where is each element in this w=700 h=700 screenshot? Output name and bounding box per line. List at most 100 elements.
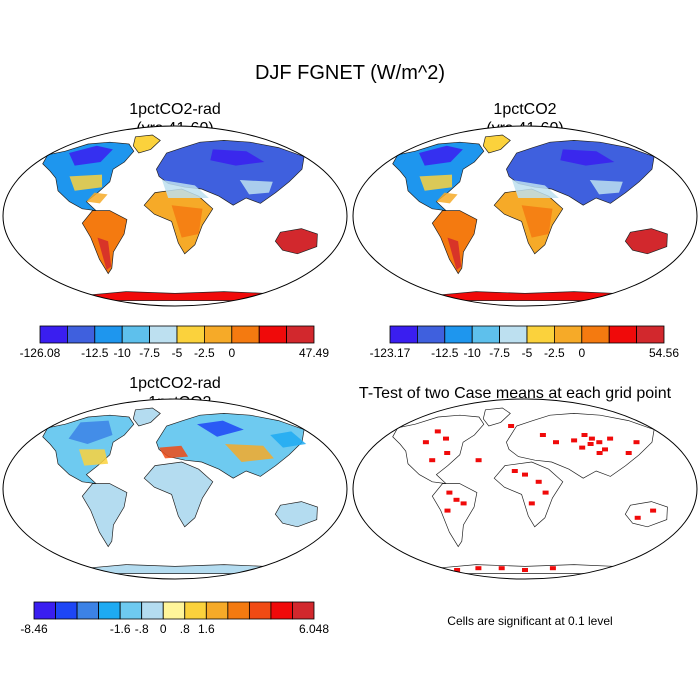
colorbar-swatch: [292, 601, 315, 620]
figure-title: DJF FGNET (W/m^2): [254, 62, 446, 84]
continent-australia: [274, 228, 318, 255]
map-border: [352, 125, 698, 307]
significant-cell: [522, 568, 528, 572]
significant-cell: [475, 458, 482, 463]
colorbar-swatch: [39, 325, 68, 344]
continent-australia: [624, 228, 668, 255]
colorbar-label: .8: [180, 622, 190, 636]
value-region: [210, 149, 265, 166]
significant-cell: [602, 447, 608, 452]
colorbar-label: 0: [578, 346, 585, 360]
significant-cell: [535, 479, 542, 484]
colorbar-swatch: [205, 601, 229, 620]
colorbar-swatch: [149, 325, 178, 344]
map-border: [2, 398, 348, 580]
colorbar-swatch: [184, 601, 207, 620]
colorbar-label: 54.56: [649, 346, 679, 360]
value-region: [419, 174, 453, 191]
significant-cell: [446, 490, 453, 495]
significant-cell: [581, 433, 588, 437]
colorbar-swatch: [231, 325, 260, 344]
colorbar-label: -10: [464, 346, 482, 360]
colorbar-label: 0: [160, 622, 167, 636]
map-1pctco2: [352, 125, 698, 307]
significant-cell: [528, 501, 535, 506]
value-region: [225, 444, 274, 462]
colorbar-swatch: [286, 325, 315, 344]
continent-australia: [624, 501, 668, 528]
colorbar-swatch: [416, 325, 446, 344]
value-region: [69, 174, 103, 191]
colorbar-label: -123.17: [370, 346, 411, 360]
colorbar-swatch: [581, 325, 610, 344]
significant-cell: [650, 508, 657, 513]
continent-africa: [493, 461, 564, 528]
value-region: [589, 180, 623, 195]
value-region: [79, 449, 109, 466]
colorbar-label: -5: [522, 346, 533, 360]
significant-cell: [444, 508, 451, 513]
map-border: [352, 398, 698, 580]
value-region: [560, 149, 615, 166]
colorbar-swatch: [636, 325, 665, 344]
value-region: [68, 420, 113, 444]
significant-cell: [444, 451, 451, 455]
value-region: [171, 205, 203, 238]
colorbar-label: -1.6: [110, 622, 131, 636]
colorbar-swatch: [94, 325, 123, 344]
colorbar-label: -7.5: [139, 346, 160, 360]
significant-cell: [571, 438, 578, 443]
significant-cell: [588, 436, 595, 441]
significant-cell: [422, 440, 429, 445]
colorbar-swatch: [471, 325, 501, 344]
colorbar-label: 6.048: [299, 622, 329, 636]
colorbar-swatch: [162, 601, 186, 620]
colorbar-swatch: [141, 601, 164, 620]
map-1pctco2-rad: [2, 125, 348, 307]
colorbar-label: 1.6: [198, 622, 215, 636]
colorbar-swatch: [67, 325, 96, 344]
significant-cell: [498, 566, 505, 571]
value-region: [197, 420, 244, 437]
colorbar-swatch: [608, 325, 638, 344]
significant-cell: [607, 436, 614, 441]
significant-cell: [508, 424, 515, 428]
significant-cell: [475, 566, 482, 571]
map-ttest: [352, 398, 698, 580]
colorbar-label: -126.08: [20, 346, 61, 360]
significant-cell: [434, 429, 441, 434]
colorbar-swatch: [227, 601, 250, 620]
value-region: [86, 192, 108, 204]
value-region: [159, 445, 189, 459]
continent-greenland: [482, 134, 511, 154]
colorbar-label: -.8: [135, 622, 149, 636]
significant-cell: [454, 568, 461, 572]
map-difference: [2, 398, 348, 580]
continent-greenland: [482, 407, 511, 427]
continent-south-america: [81, 483, 128, 548]
colorbar-swatch: [55, 601, 78, 620]
colorbar-swatch: [176, 325, 205, 344]
significant-cell: [549, 566, 556, 571]
colorbar-swatch: [76, 601, 100, 620]
colorbar-label: -2.5: [194, 346, 215, 360]
colorbar-swatch: [121, 325, 150, 344]
significant-cell: [633, 440, 640, 445]
significant-cell: [443, 436, 449, 441]
value-region: [447, 237, 462, 270]
colorbar-swatch: [98, 601, 121, 620]
colorbar-3: -8.46 -1.6 -.8 0 .8 1.6 6.048: [20, 601, 329, 636]
continent-greenland: [132, 134, 161, 154]
continent-greenland: [132, 407, 161, 427]
panel-title-ttest: T-Test of two Case means at each grid po…: [358, 385, 672, 402]
colorbar-swatch: [444, 325, 473, 344]
colorbar-label: -5: [172, 346, 183, 360]
significant-cell: [460, 501, 467, 506]
colorbar-label: -12.5: [81, 346, 109, 360]
colorbar-label: -2.5: [544, 346, 565, 360]
significant-cell: [429, 458, 436, 463]
significant-cell: [625, 451, 632, 455]
significant-cell: [553, 440, 559, 445]
significant-cell: [542, 490, 549, 495]
